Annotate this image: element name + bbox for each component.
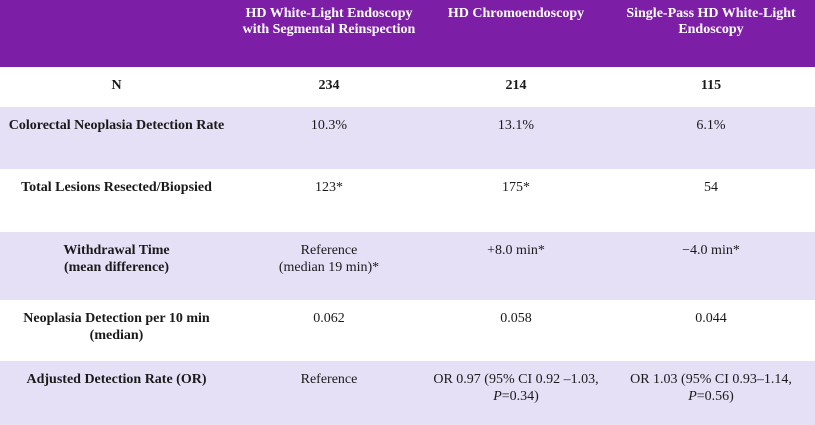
table-row: Withdrawal Time (mean difference) Refere… — [0, 232, 815, 300]
table-cell-or-single: OR 1.03 (95% CI 0.93–1.14, P=0.56) — [607, 361, 815, 425]
table-cell-or-chromo: OR 0.97 (95% CI 0.92 –1.03, P=0.34) — [425, 361, 607, 425]
row-label-sub: (mean difference) — [63, 260, 170, 275]
row-label: Adjusted Detection Rate (OR) — [26, 372, 207, 387]
table-cell: 6.1% — [696, 118, 726, 133]
p-label: P — [493, 389, 502, 404]
table-cell: Reference (median 19 min)* — [233, 232, 425, 300]
table-cell: 115 — [700, 78, 722, 93]
row-label: N — [111, 78, 122, 93]
table-row: Neoplasia Detection per 10 min (median) … — [0, 300, 815, 361]
table-cell: 175* — [502, 180, 530, 195]
header-cell-single-pass: Single-Pass HD White-Light Endoscopy — [607, 0, 815, 67]
row-label-main: Withdrawal Time — [63, 243, 170, 258]
table-row: Adjusted Detection Rate (OR) Reference O… — [0, 361, 815, 425]
header-cell-white-light-segmental: HD White-Light Endoscopy with Segmental … — [233, 0, 425, 67]
row-label: Neoplasia Detection per 10 min (median) — [23, 311, 210, 343]
p-label: P — [688, 389, 697, 404]
p-value: =0.34) — [501, 389, 539, 404]
header-row: HD White-Light Endoscopy with Segmental … — [0, 0, 815, 67]
cell-main: Reference — [300, 243, 358, 258]
table-cell: 10.3% — [310, 118, 348, 133]
row-label: Total Lesions Resected/Biopsied — [21, 180, 212, 195]
table-cell: +8.0 min* — [487, 243, 545, 258]
table-cell: Reference — [300, 372, 358, 387]
table-cell: 123* — [315, 180, 343, 195]
table-cell: 214 — [505, 78, 527, 93]
table-cell: 13.1% — [497, 118, 535, 133]
header-cell-empty — [0, 0, 233, 67]
or-text: OR 1.03 (95% CI 0.93–1.14, — [630, 372, 792, 387]
row-label: Withdrawal Time (mean difference) — [0, 232, 233, 300]
header-cell-chromoendoscopy: HD Chromoendoscopy — [425, 0, 607, 67]
table-cell: 0.058 — [500, 311, 532, 326]
table-cell: 0.062 — [313, 311, 345, 326]
row-label: Colorectal Neoplasia Detection Rate — [8, 118, 225, 133]
or-text: OR 0.97 (95% CI 0.92 –1.03, — [433, 372, 599, 387]
table-cell: −4.0 min* — [682, 243, 740, 258]
table-cell: 234 — [318, 78, 340, 93]
table-cell: 54 — [704, 180, 718, 195]
table-cell: 0.044 — [695, 311, 727, 326]
table-row: Total Lesions Resected/Biopsied 123* 175… — [0, 169, 815, 232]
table-row: N 234 214 115 — [0, 67, 815, 107]
p-value: =0.56) — [696, 389, 734, 404]
table-row: Colorectal Neoplasia Detection Rate 10.3… — [0, 107, 815, 169]
cell-sub: (median 19 min)* — [278, 260, 380, 275]
